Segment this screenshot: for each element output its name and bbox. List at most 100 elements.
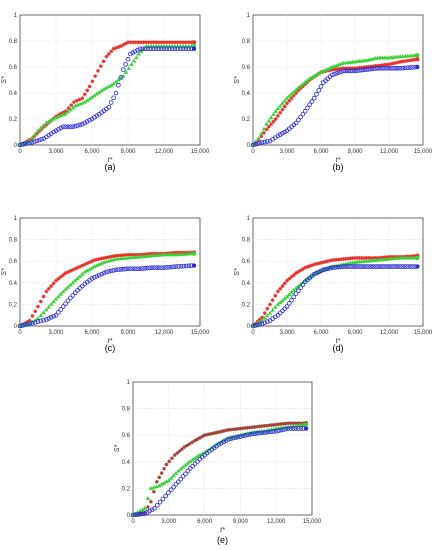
data-point — [415, 255, 420, 261]
data-point — [148, 46, 153, 52]
data-point — [262, 423, 267, 428]
data-point — [257, 140, 263, 146]
data-point — [398, 59, 403, 64]
data-point — [178, 46, 183, 52]
data-point — [361, 264, 367, 269]
data-point — [274, 422, 279, 427]
data-point — [185, 443, 189, 448]
panel-caption: (e) — [217, 535, 228, 545]
data-point — [291, 294, 297, 300]
data-point — [173, 264, 179, 269]
data-point — [121, 43, 126, 47]
data-point — [85, 88, 90, 93]
x-tick-label: 0 — [131, 519, 135, 525]
x-tick-label: 12,000 — [155, 330, 174, 336]
data-point — [72, 290, 78, 296]
chart-panel-d: 0 3,000 6,000 9,000 12,000 15,000 0 0.2 0.4 0.6 0.… — [234, 216, 433, 353]
data-point — [341, 264, 346, 269]
data-point — [357, 256, 362, 260]
data-point — [300, 267, 305, 271]
data-point — [262, 320, 268, 326]
data-point — [257, 322, 263, 327]
data-point — [224, 428, 228, 433]
data-point — [350, 68, 356, 74]
data-point — [123, 266, 128, 272]
data-point — [167, 40, 172, 45]
data-point — [328, 68, 332, 73]
data-point — [160, 496, 166, 502]
data-point — [84, 119, 90, 124]
data-point — [277, 132, 283, 137]
data-point — [348, 66, 353, 71]
x-tick-label: 3,000 — [279, 149, 295, 155]
x-tick-label: 6,000 — [84, 330, 100, 336]
y-tick-label: 1 — [14, 216, 18, 222]
data-point — [398, 66, 403, 71]
data-point — [113, 90, 119, 96]
data-point — [180, 46, 186, 52]
data-point — [128, 51, 133, 57]
y-tick-label: 0 — [127, 513, 131, 519]
data-point — [161, 265, 167, 270]
data-point — [146, 505, 150, 509]
y-tick-label: 0.6 — [9, 65, 18, 71]
y-tick-label: 0.2 — [9, 302, 18, 308]
data-point — [252, 142, 258, 147]
chart-panel-c: 0 3,000 6,000 9,000 12,000 15,000 0 0.2 0.4 0.6 0.… — [1, 216, 210, 353]
data-point — [402, 264, 408, 269]
data-point — [219, 440, 224, 446]
data-point — [142, 266, 148, 271]
x-tick-label: 3,000 — [48, 149, 64, 155]
data-point — [382, 63, 387, 67]
data-point — [250, 431, 255, 437]
data-point — [72, 100, 76, 104]
data-point — [137, 266, 143, 272]
data-point — [259, 134, 264, 139]
data-point — [111, 46, 116, 51]
data-series-3 — [250, 64, 420, 148]
data-point — [97, 257, 102, 261]
data-point — [169, 43, 175, 48]
data-point — [56, 276, 61, 281]
data-point — [233, 435, 238, 440]
data-point — [82, 92, 87, 97]
data-point — [17, 142, 23, 148]
data-point — [168, 475, 174, 480]
data-point — [268, 302, 272, 307]
data-point — [132, 49, 138, 54]
data-point — [382, 66, 387, 71]
data-point — [259, 131, 264, 136]
data-point — [366, 264, 371, 269]
data-point — [181, 40, 185, 45]
data-point — [48, 301, 54, 306]
data-point — [336, 264, 342, 270]
data-point — [332, 258, 337, 262]
x-tick-label: 0 — [18, 330, 22, 336]
y-tick-label: 0.8 — [242, 238, 251, 244]
data-point — [357, 264, 362, 269]
data-point — [240, 426, 245, 431]
data-point — [38, 299, 43, 304]
y-tick-label: 0.4 — [9, 281, 18, 287]
data-point — [359, 256, 364, 260]
data-point — [34, 131, 39, 136]
y-tick-label: 1 — [14, 13, 18, 19]
data-point — [53, 312, 59, 318]
data-point — [298, 285, 303, 290]
data-point — [143, 46, 148, 52]
data-point — [102, 256, 106, 260]
data-point — [393, 264, 399, 269]
data-point — [73, 266, 78, 271]
data-point — [366, 64, 371, 69]
data-point — [159, 471, 164, 476]
data-point — [359, 67, 365, 73]
data-point — [35, 128, 41, 133]
data-point — [116, 253, 121, 258]
x-tick-label: 0 — [18, 149, 22, 155]
data-point — [405, 58, 410, 63]
data-point — [82, 262, 87, 267]
data-point — [270, 307, 275, 312]
data-point — [323, 259, 328, 264]
data-point — [32, 320, 38, 325]
data-point — [230, 435, 236, 441]
